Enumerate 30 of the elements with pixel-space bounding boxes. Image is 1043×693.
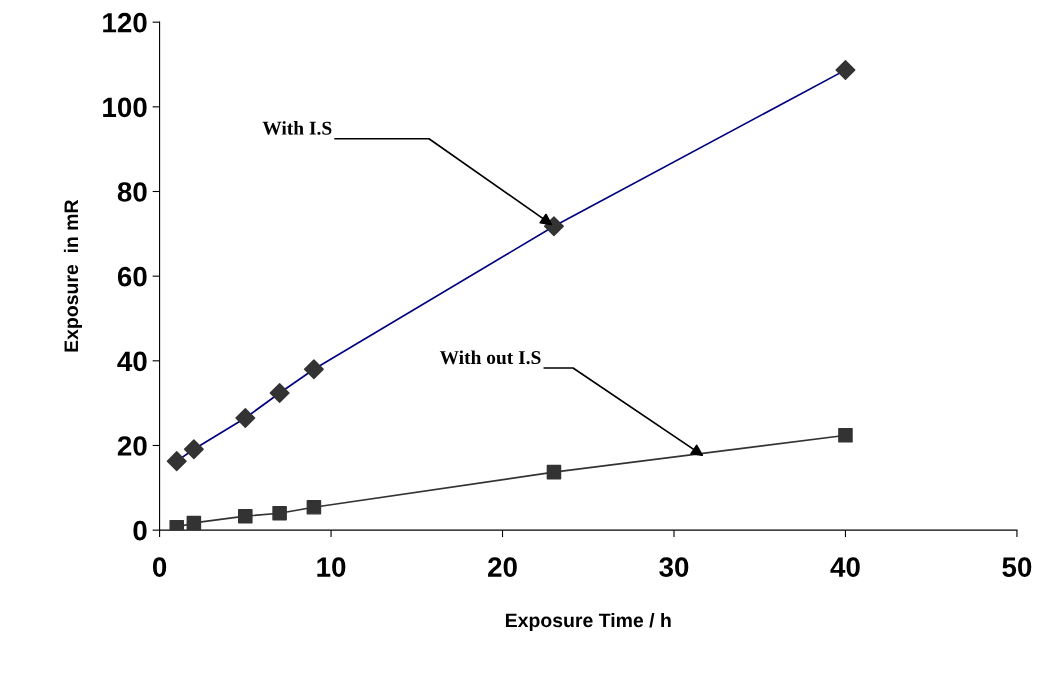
y-tick-label: 100 (103, 97, 147, 118)
x-tick-label: 10 (317, 557, 346, 577)
point (543, 216, 564, 237)
point (272, 505, 287, 521)
point (235, 407, 256, 428)
point (183, 439, 204, 460)
y-tick-label: 40 (117, 351, 147, 372)
y-tick-label: 20 (117, 436, 147, 456)
y-tick-label: 120 (103, 12, 147, 33)
annotation: With out I.S (439, 350, 541, 365)
x-tick-label: 50 (1002, 557, 1032, 577)
x-tick-label: 30 (659, 557, 689, 577)
annotation: With I.S (262, 121, 332, 135)
point (838, 428, 853, 443)
point (546, 464, 562, 480)
x-tick-label: 40 (830, 557, 860, 577)
point (303, 359, 324, 380)
y-tick-label: 80 (117, 182, 147, 202)
point (238, 508, 253, 524)
y-tick-label: 60 (117, 266, 147, 287)
point (306, 500, 322, 515)
y-tick-label: 0 (133, 520, 147, 541)
x-axis-title: Exposure Time / h (505, 612, 671, 632)
x-tick-label: 0 (152, 557, 167, 577)
point (166, 451, 187, 472)
point (269, 382, 290, 404)
point (835, 59, 856, 81)
point (186, 515, 202, 531)
y-axis-title: Exposure in mR (63, 199, 82, 352)
x-tick-label: 20 (488, 557, 517, 577)
